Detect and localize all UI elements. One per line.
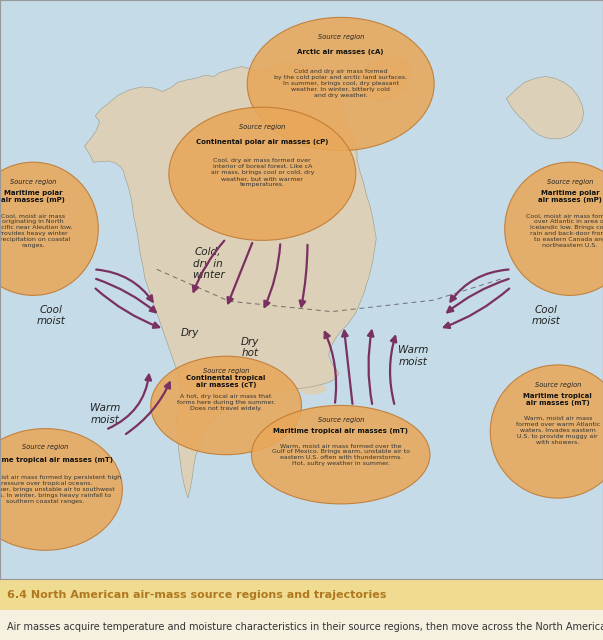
FancyArrowPatch shape — [450, 269, 508, 301]
Ellipse shape — [247, 17, 434, 150]
Text: Maritime tropical air masses (mT): Maritime tropical air masses (mT) — [0, 457, 113, 463]
FancyArrowPatch shape — [447, 279, 509, 312]
Polygon shape — [84, 63, 376, 498]
FancyArrowPatch shape — [96, 279, 156, 312]
Ellipse shape — [169, 107, 356, 241]
Ellipse shape — [151, 356, 302, 454]
Text: Warm, moist air mass formed by persistent high
pressure over tropical oceans.
In: Warm, moist air mass formed by persisten… — [0, 476, 121, 504]
Text: Cool
moist: Cool moist — [531, 305, 560, 326]
Polygon shape — [507, 76, 584, 139]
FancyArrowPatch shape — [342, 331, 352, 404]
Ellipse shape — [0, 429, 122, 550]
Ellipse shape — [0, 162, 98, 296]
FancyArrowPatch shape — [300, 245, 308, 307]
Polygon shape — [250, 148, 298, 190]
Text: Air masses acquire temperature and moisture characteristics in their source regi: Air masses acquire temperature and moist… — [7, 621, 603, 632]
FancyArrowPatch shape — [96, 269, 153, 301]
Text: Maritime polar
air masses (mP): Maritime polar air masses (mP) — [538, 190, 602, 204]
Text: Warm
moist: Warm moist — [90, 403, 121, 425]
Text: Source region: Source region — [547, 179, 593, 185]
FancyArrowPatch shape — [368, 331, 373, 404]
Text: Cool
moist: Cool moist — [37, 305, 66, 326]
FancyArrowPatch shape — [193, 241, 224, 292]
Text: Maritime tropical
air masses (mT): Maritime tropical air masses (mT) — [523, 393, 592, 406]
Text: Dry: Dry — [181, 328, 199, 338]
Text: Source region: Source region — [318, 417, 364, 423]
Text: Source region: Source region — [239, 124, 285, 130]
Text: Source region: Source region — [203, 368, 249, 374]
Polygon shape — [298, 381, 327, 395]
Text: Cool, moist air mass
originating in North
Pacific near Aleutian low.
Provides he: Cool, moist air mass originating in Nort… — [0, 214, 72, 248]
Text: Source region: Source region — [22, 444, 68, 450]
Text: Warm, moist air mass
formed over warm Atlantic
waters. Invades eastern
U.S. to p: Warm, moist air mass formed over warm At… — [516, 416, 600, 445]
Text: Cold,
dry in
winter: Cold, dry in winter — [192, 247, 224, 280]
Ellipse shape — [505, 162, 603, 296]
Text: Warm
moist: Warm moist — [398, 346, 428, 367]
Text: Source region: Source region — [535, 382, 581, 388]
FancyArrowPatch shape — [108, 375, 151, 429]
Text: Warm, moist air mass formed over the
Gulf of Mexico. Brings warm, unstable air t: Warm, moist air mass formed over the Gul… — [272, 444, 409, 467]
FancyArrowPatch shape — [390, 337, 396, 404]
Ellipse shape — [490, 365, 603, 498]
Text: Arctic air masses (cA): Arctic air masses (cA) — [297, 49, 384, 55]
Text: Cool, dry air mass formed over
interior of boreal forest. Like cA
air mass, brin: Cool, dry air mass formed over interior … — [210, 159, 314, 188]
FancyArrowPatch shape — [324, 332, 336, 403]
Text: Continental tropical
air masses (cT): Continental tropical air masses (cT) — [186, 375, 266, 388]
Text: Source region: Source region — [10, 179, 56, 185]
Text: Maritime tropical air masses (mT): Maritime tropical air masses (mT) — [273, 428, 408, 434]
Text: Continental polar air masses (cP): Continental polar air masses (cP) — [196, 139, 329, 145]
Polygon shape — [355, 57, 411, 101]
Text: Cool, moist air mass formed
over Atlantic in area of
Icelandic low. Brings cold
: Cool, moist air mass formed over Atlanti… — [526, 214, 603, 248]
Text: Source region: Source region — [318, 35, 364, 40]
Text: 6.4 North American air-mass source regions and trajectories: 6.4 North American air-mass source regio… — [7, 589, 387, 600]
FancyArrowPatch shape — [264, 244, 280, 307]
Text: Maritime polar
air masses (mP): Maritime polar air masses (mP) — [1, 190, 65, 204]
FancyArrowPatch shape — [444, 289, 510, 328]
Bar — [0, 579, 603, 609]
Text: Cold and dry air mass formed
by the cold polar and arctic land surfaces.
In summ: Cold and dry air mass formed by the cold… — [274, 68, 407, 98]
FancyArrowPatch shape — [126, 383, 170, 434]
FancyArrowPatch shape — [95, 289, 159, 328]
Text: A hot, dry local air mass that
forms here during the summer.
Does not travel wid: A hot, dry local air mass that forms her… — [177, 394, 275, 411]
Ellipse shape — [251, 406, 430, 504]
FancyArrowPatch shape — [227, 243, 252, 303]
Text: Dry
hot: Dry hot — [241, 337, 259, 358]
